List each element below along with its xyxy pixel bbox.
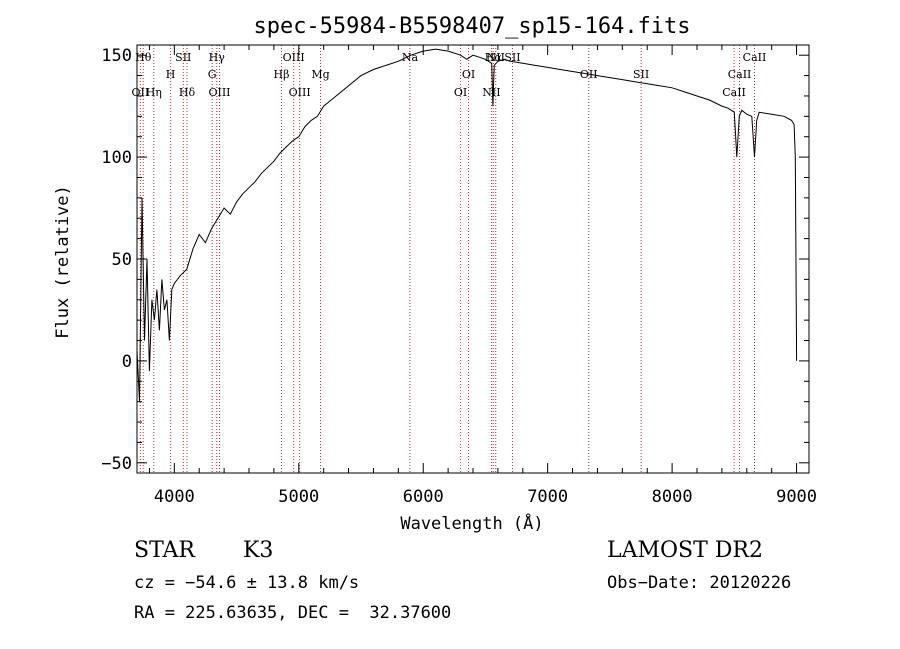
y-tick-label: −50 xyxy=(101,454,132,474)
line-label: Mg xyxy=(311,68,329,81)
line-label: OI xyxy=(454,86,467,99)
y-tick-label: 150 xyxy=(101,46,132,66)
line-label: SII xyxy=(633,68,649,81)
emission-line-labels: OIIHθHηHSIIHδGHγOIIIHβOIIIOIIIMgNaOIOINI… xyxy=(132,51,767,99)
chart-title: spec-55984-B5598407_sp15-164.fits xyxy=(253,14,690,39)
line-label: Hβ xyxy=(274,68,290,81)
x-tick-label: 4000 xyxy=(154,487,195,507)
line-label: OI xyxy=(462,68,475,81)
line-label: G xyxy=(208,68,217,81)
emission-line-markers xyxy=(139,45,755,473)
x-tick-label: 9000 xyxy=(776,487,817,507)
y-axis-ticks: −50 0 50 100 150 xyxy=(101,46,809,474)
line-label: SII xyxy=(175,51,191,64)
line-label: Hη xyxy=(146,86,162,99)
line-label: Na xyxy=(402,51,419,64)
y-axis-label: Flux (relative) xyxy=(53,185,73,339)
line-label: Hδ xyxy=(179,86,196,99)
x-tick-label: 7000 xyxy=(527,487,568,507)
redshift-velocity: cz = −54.6 ± 13.8 km/s xyxy=(134,573,360,593)
line-label: NII xyxy=(482,86,500,99)
line-label: OIII xyxy=(283,51,305,64)
y-tick-label: 0 xyxy=(122,352,132,372)
line-label: OII xyxy=(132,86,150,99)
survey-name: LAMOST DR2 xyxy=(607,538,763,563)
line-label: OIII xyxy=(208,86,230,99)
line-label: Hθ xyxy=(135,51,152,64)
line-label: CaII xyxy=(728,68,752,81)
sky-coordinates: RA = 225.63635, DEC = 32.37600 xyxy=(134,603,452,623)
y-tick-label: 50 xyxy=(112,250,132,270)
line-label: CaII xyxy=(743,51,767,64)
y-tick-label: 100 xyxy=(101,148,132,168)
x-tick-label: 8000 xyxy=(652,487,693,507)
line-label: OIII xyxy=(289,86,311,99)
spectrum-line xyxy=(136,48,798,402)
line-label: Hγ xyxy=(209,51,226,64)
observation-date: Obs−Date: 20120226 xyxy=(607,573,792,593)
line-label: Hα xyxy=(485,51,503,64)
line-label: H xyxy=(166,68,176,81)
spectral-subclass: K3 xyxy=(243,538,274,563)
line-label: CaII xyxy=(722,86,746,99)
x-axis-label: Wavelength (Å) xyxy=(400,512,543,534)
object-class: STAR xyxy=(134,538,195,563)
x-tick-label: 6000 xyxy=(403,487,444,507)
x-axis-ticks: 4000 5000 6000 7000 8000 9000 xyxy=(148,45,817,507)
x-tick-label: 5000 xyxy=(278,487,319,507)
plot-frame xyxy=(136,44,810,474)
